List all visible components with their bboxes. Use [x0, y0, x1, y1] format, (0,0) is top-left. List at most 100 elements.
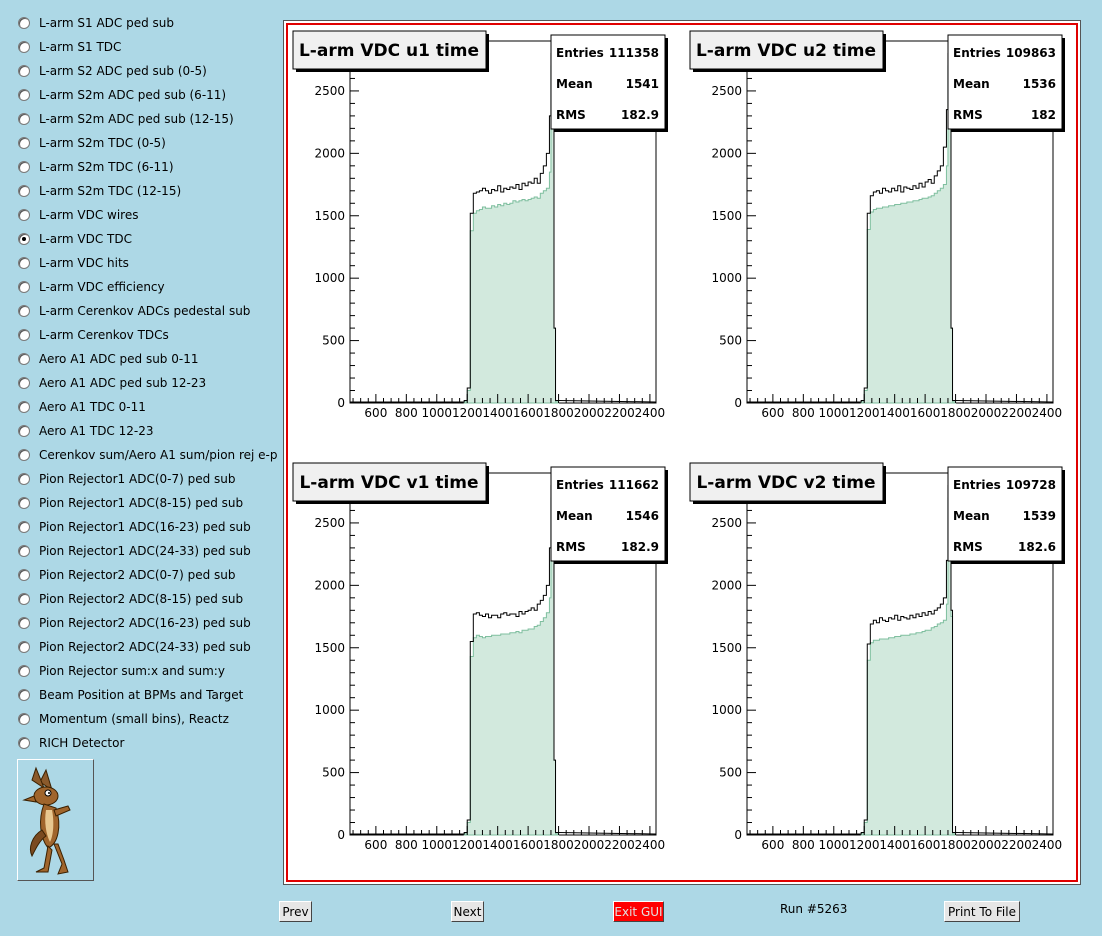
- radio-button[interactable]: [18, 17, 30, 29]
- x-tick-label: 1400: [879, 838, 910, 852]
- x-tick-label: 1600: [513, 406, 544, 420]
- radio-button[interactable]: [18, 473, 30, 485]
- radio-button[interactable]: [18, 209, 30, 221]
- radio-label: Aero A1 TDC 12-23: [39, 424, 154, 438]
- radio-label: L-arm S1 ADC ped sub: [39, 16, 174, 30]
- radio-button[interactable]: [18, 185, 30, 197]
- y-tick-label: 1000: [711, 271, 742, 285]
- prev-button[interactable]: Prev: [279, 901, 312, 922]
- radio-item[interactable]: L-arm S2m ADC ped sub (12-15): [18, 109, 234, 129]
- histogram-fill: [860, 40, 957, 404]
- next-button[interactable]: Next: [451, 901, 484, 922]
- radio-button[interactable]: [18, 257, 30, 269]
- stats-label: RMS: [953, 108, 983, 122]
- radio-button[interactable]: [18, 137, 30, 149]
- radio-item[interactable]: L-arm S1 TDC: [18, 37, 121, 57]
- radio-item[interactable]: Pion Rejector2 ADC(0-7) ped sub: [18, 565, 236, 585]
- radio-item[interactable]: Aero A1 ADC ped sub 0-11: [18, 349, 198, 369]
- x-tick-label: 1800: [940, 406, 971, 420]
- radio-item[interactable]: L-arm VDC TDC: [18, 229, 132, 249]
- histogram-outline: [747, 40, 1054, 403]
- title-box: [292, 30, 487, 70]
- radio-item[interactable]: L-arm VDC efficiency: [18, 277, 165, 297]
- x-tick-label: 1200: [452, 838, 483, 852]
- radio-button[interactable]: [18, 401, 30, 413]
- x-tick-label: 1800: [940, 838, 971, 852]
- radio-button-selected[interactable]: [18, 233, 30, 245]
- radio-label: L-arm VDC TDC: [39, 232, 132, 246]
- radio-button[interactable]: [18, 161, 30, 173]
- stats-label: Entries: [953, 478, 1001, 492]
- radio-button[interactable]: [18, 497, 30, 509]
- radio-item[interactable]: Pion Rejector sum:x and sum:y: [18, 661, 225, 681]
- radio-button[interactable]: [18, 737, 30, 749]
- radio-item[interactable]: L-arm Cerenkov ADCs pedestal sub: [18, 301, 250, 321]
- radio-button[interactable]: [18, 353, 30, 365]
- x-tick-label: 2000: [971, 838, 1002, 852]
- radio-item[interactable]: L-arm S1 ADC ped sub: [18, 13, 174, 33]
- radio-button[interactable]: [18, 521, 30, 533]
- radio-item[interactable]: L-arm VDC wires: [18, 205, 138, 225]
- radio-button[interactable]: [18, 113, 30, 125]
- radio-item[interactable]: L-arm S2m ADC ped sub (6-11): [18, 85, 226, 105]
- radio-item[interactable]: Aero A1 TDC 0-11: [18, 397, 146, 417]
- radio-button[interactable]: [18, 329, 30, 341]
- radio-item[interactable]: L-arm S2m TDC (6-11): [18, 157, 174, 177]
- stats-box: [947, 466, 1063, 562]
- radio-button[interactable]: [18, 425, 30, 437]
- x-tick-label: 1200: [849, 406, 880, 420]
- radio-item[interactable]: Beam Position at BPMs and Target: [18, 685, 243, 705]
- radio-button[interactable]: [18, 689, 30, 701]
- radio-item[interactable]: Aero A1 ADC ped sub 12-23: [18, 373, 206, 393]
- radio-item[interactable]: L-arm S2m TDC (0-5): [18, 133, 166, 153]
- radio-label: L-arm S2m ADC ped sub (12-15): [39, 112, 234, 126]
- radio-button[interactable]: [18, 569, 30, 581]
- x-tick-label: 2000: [574, 838, 605, 852]
- radio-item[interactable]: L-arm VDC hits: [18, 253, 129, 273]
- histogram-title: L-arm VDC v2 time: [696, 473, 875, 493]
- radio-label: L-arm S2m TDC (0-5): [39, 136, 166, 150]
- radio-button[interactable]: [18, 617, 30, 629]
- radio-label: L-arm S2m TDC (12-15): [39, 184, 182, 198]
- exit-gui-button[interactable]: Exit GUI: [613, 901, 664, 922]
- radio-button[interactable]: [18, 449, 30, 461]
- radio-item[interactable]: Cerenkov sum/Aero A1 sum/pion rej e-p: [18, 445, 278, 465]
- radio-button[interactable]: [18, 641, 30, 653]
- x-tick-label: 800: [792, 838, 815, 852]
- x-tick-label: 600: [761, 406, 784, 420]
- radio-item[interactable]: Pion Rejector1 ADC(8-15) ped sub: [18, 493, 243, 513]
- radio-button[interactable]: [18, 65, 30, 77]
- radio-item[interactable]: Pion Rejector1 ADC(0-7) ped sub: [18, 469, 236, 489]
- radio-item[interactable]: Pion Rejector2 ADC(16-23) ped sub: [18, 613, 251, 633]
- radio-item[interactable]: L-arm Cerenkov TDCs: [18, 325, 169, 345]
- histogram-outline: [350, 40, 657, 403]
- radio-button[interactable]: [18, 377, 30, 389]
- stats-value: 182.6: [1018, 540, 1056, 554]
- radio-item[interactable]: Pion Rejector1 ADC(24-33) ped sub: [18, 541, 251, 561]
- radio-button[interactable]: [18, 89, 30, 101]
- radio-button[interactable]: [18, 41, 30, 53]
- radio-button[interactable]: [18, 305, 30, 317]
- histogram-fill: [463, 40, 560, 404]
- radio-button[interactable]: [18, 545, 30, 557]
- radio-label: Pion Rejector sum:x and sum:y: [39, 664, 225, 678]
- radio-item[interactable]: RICH Detector: [18, 733, 124, 753]
- radio-item[interactable]: Momentum (small bins), Reactz: [18, 709, 229, 729]
- radio-button[interactable]: [18, 593, 30, 605]
- y-tick-label: 1500: [711, 209, 742, 223]
- radio-item[interactable]: Pion Rejector2 ADC(8-15) ped sub: [18, 589, 243, 609]
- x-tick-label: 800: [395, 838, 418, 852]
- x-tick-label: 1000: [422, 406, 453, 420]
- radio-item[interactable]: Pion Rejector2 ADC(24-33) ped sub: [18, 637, 251, 657]
- x-tick-label: 1400: [482, 406, 513, 420]
- stats-value: 111358: [609, 46, 659, 60]
- radio-item[interactable]: Pion Rejector1 ADC(16-23) ped sub: [18, 517, 251, 537]
- radio-item[interactable]: L-arm S2m TDC (12-15): [18, 181, 181, 201]
- radio-button[interactable]: [18, 713, 30, 725]
- print-to-file-button[interactable]: Print To File: [944, 901, 1020, 922]
- radio-item[interactable]: Aero A1 TDC 12-23: [18, 421, 154, 441]
- radio-button[interactable]: [18, 281, 30, 293]
- radio-item[interactable]: L-arm S2 ADC ped sub (0-5): [18, 61, 207, 81]
- radio-button[interactable]: [18, 665, 30, 677]
